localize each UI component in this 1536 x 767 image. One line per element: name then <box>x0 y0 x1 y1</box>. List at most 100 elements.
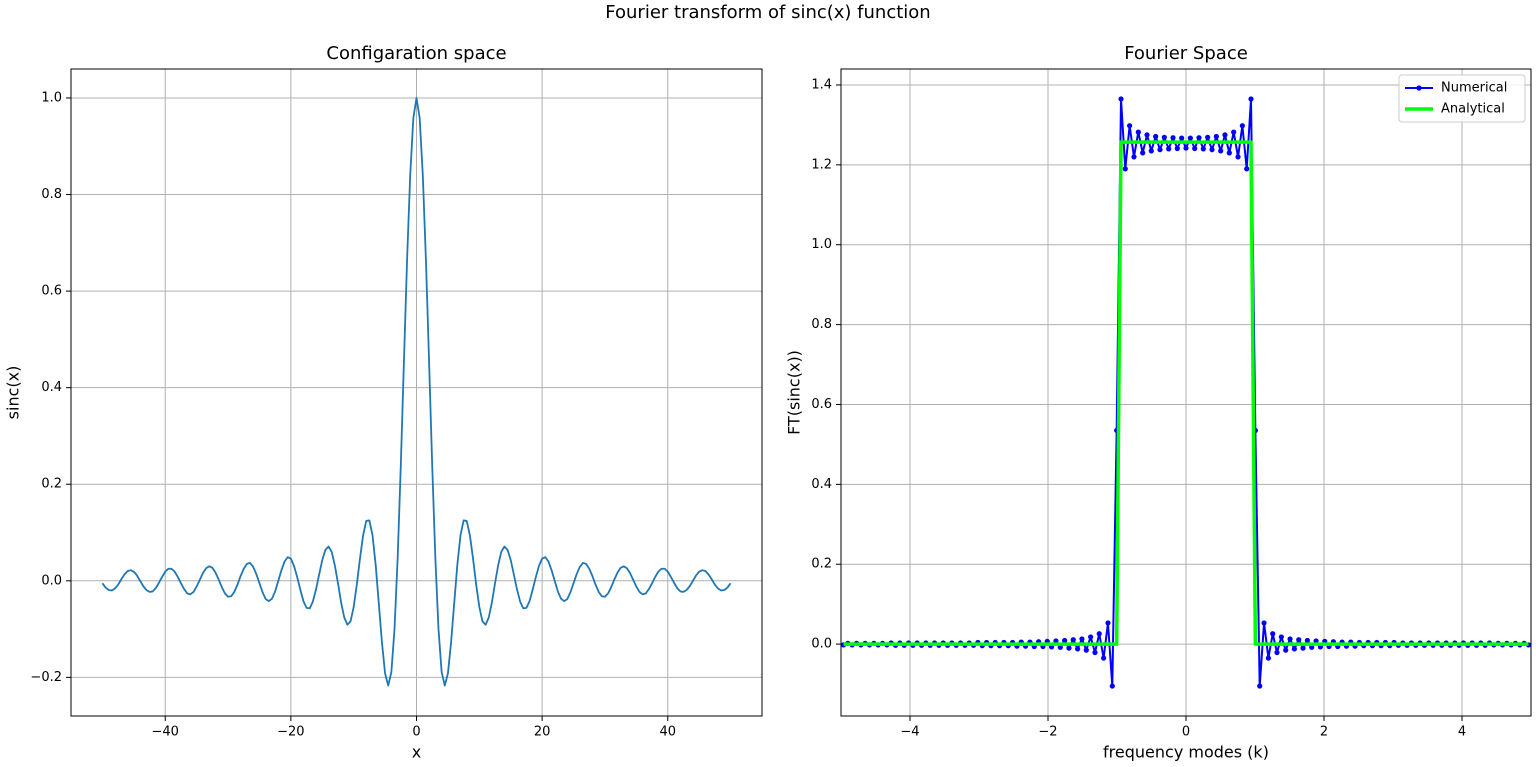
data-point <box>1148 148 1154 154</box>
data-point <box>1062 637 1068 644</box>
data-line <box>843 140 1529 646</box>
data-point <box>1161 134 1167 140</box>
data-point <box>1075 646 1081 652</box>
data-point <box>1092 649 1098 656</box>
y-tick-label: 0.0 <box>811 637 832 652</box>
data-point <box>1118 96 1124 102</box>
data-point <box>1105 620 1111 626</box>
data-point <box>1179 135 1185 141</box>
data-point <box>1066 645 1072 651</box>
x-tick-label: −40 <box>152 725 179 740</box>
y-tick-label: 0.2 <box>41 477 62 492</box>
y-tick-label: 0.6 <box>811 397 832 412</box>
y-tick-label: 0.0 <box>41 573 62 588</box>
data-point <box>1235 154 1241 160</box>
x-axis-label: x <box>412 743 421 762</box>
y-tick-label: 0.2 <box>811 557 832 572</box>
data-point <box>1196 135 1202 141</box>
legend-label: Analytical <box>1441 102 1505 117</box>
data-point <box>1209 147 1215 153</box>
data-point <box>1088 634 1094 640</box>
data-point <box>1213 133 1219 140</box>
data-point <box>1205 134 1211 140</box>
data-point <box>1083 647 1089 653</box>
data-point <box>1157 147 1163 153</box>
legend-marker <box>1416 85 1422 91</box>
data-point <box>1313 638 1319 644</box>
x-axis-label: frequency modes (k) <box>1103 743 1269 762</box>
y-tick-label: 0.8 <box>811 317 832 332</box>
axes-title: Configaration space <box>326 43 506 64</box>
x-tick-label: 20 <box>534 725 551 740</box>
data-point <box>1166 146 1172 152</box>
axes-frame <box>840 68 1532 717</box>
data-point <box>1283 647 1289 653</box>
data-point <box>1153 133 1159 140</box>
data-point <box>1287 636 1293 642</box>
x-tick-label: 40 <box>659 725 676 740</box>
data-point <box>1274 649 1280 656</box>
data-point <box>1244 166 1250 172</box>
data-line <box>101 97 732 687</box>
data-point <box>1183 145 1189 151</box>
data-point <box>1144 132 1150 138</box>
y-tick-label: −0.2 <box>30 670 62 685</box>
axes-title: Fourier Space <box>1124 43 1248 64</box>
data-point <box>1257 683 1263 689</box>
x-tick-label: −20 <box>277 725 304 740</box>
y-tick-label: 0.8 <box>41 187 62 202</box>
y-axis-label: FT(sinc(x)) <box>785 350 804 435</box>
data-point <box>1248 96 1254 102</box>
data-point <box>1261 620 1267 626</box>
data-point <box>1057 644 1063 650</box>
data-point <box>1140 150 1146 156</box>
data-point <box>1200 146 1206 152</box>
data-point <box>1222 132 1228 138</box>
data-point <box>1096 631 1102 637</box>
data-point <box>1079 636 1085 642</box>
axes-frame <box>70 68 763 717</box>
data-point <box>1309 644 1315 650</box>
data-point <box>1300 645 1306 651</box>
data-point <box>1296 637 1302 643</box>
x-tick-label: 2 <box>1320 725 1328 740</box>
data-point <box>1135 129 1141 135</box>
y-tick-label: 0.6 <box>41 284 62 299</box>
x-tick-label: −2 <box>1038 725 1057 740</box>
y-axis-label: sinc(x) <box>4 366 23 420</box>
data-point <box>1131 154 1137 160</box>
data-point <box>1265 655 1271 661</box>
data-point <box>1270 631 1276 637</box>
data-point <box>1170 135 1176 141</box>
data-point <box>1127 123 1133 129</box>
y-tick-label: 1.0 <box>811 237 832 252</box>
data-point <box>1122 166 1128 172</box>
x-tick-label: 0 <box>1182 725 1190 740</box>
data-point <box>1070 637 1076 643</box>
data-point <box>1053 638 1059 644</box>
legend-label: Numerical <box>1441 81 1507 96</box>
y-tick-label: 1.2 <box>811 157 832 172</box>
data-point <box>1109 683 1115 689</box>
x-tick-label: 0 <box>412 725 420 740</box>
data-point <box>1101 655 1107 661</box>
data-point <box>1231 129 1237 135</box>
data-point <box>1291 646 1297 652</box>
data-point <box>1187 135 1193 141</box>
y-tick-label: 1.0 <box>41 90 62 105</box>
data-point <box>1174 145 1180 152</box>
x-tick-label: −4 <box>900 725 919 740</box>
x-tick-label: 4 <box>1458 725 1466 740</box>
data-point <box>1218 148 1224 154</box>
data-point <box>1226 150 1232 156</box>
y-tick-label: 0.4 <box>811 477 832 492</box>
y-tick-label: 0.4 <box>41 380 62 395</box>
data-point <box>1304 637 1310 644</box>
data-point <box>1278 634 1284 640</box>
data-point <box>1239 123 1245 129</box>
data-point <box>1192 145 1198 152</box>
y-tick-label: 1.4 <box>811 77 832 92</box>
figure-title: Fourier transform of sinc(x) function <box>605 2 930 23</box>
